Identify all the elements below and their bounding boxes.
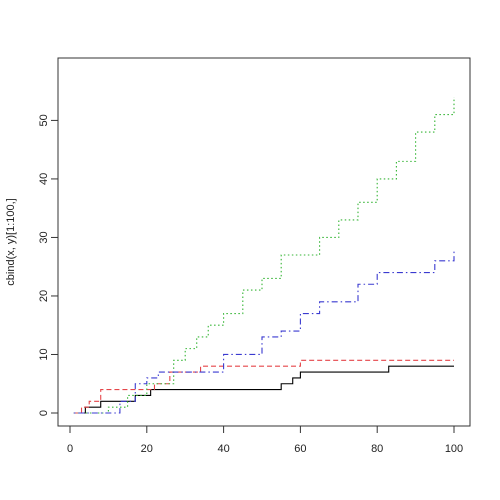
series-line-3 xyxy=(73,97,455,414)
y-axis-label: cbind(x, y)[1:100,] xyxy=(5,198,17,285)
series-line-4 xyxy=(73,249,455,414)
plot-box xyxy=(57,57,471,427)
series-line-1 xyxy=(73,365,454,414)
x-tick-label: 100 xyxy=(445,443,463,455)
y-tick-label: 0 xyxy=(38,410,50,416)
y-tick-label: 10 xyxy=(38,348,50,360)
x-tick-label: 60 xyxy=(294,443,306,455)
series-layer xyxy=(73,97,455,414)
x-axis: 0 20 40 60 80 100 xyxy=(67,425,463,455)
x-tick-label: 40 xyxy=(217,443,229,455)
series-line-2 xyxy=(73,359,454,414)
y-tick-label: 40 xyxy=(38,173,50,185)
x-tick-label: 0 xyxy=(67,443,73,455)
y-tick-label: 20 xyxy=(38,290,50,302)
x-tick-label: 80 xyxy=(371,443,383,455)
y-axis: 0 10 20 30 40 50 xyxy=(38,114,59,416)
x-tick-label: 20 xyxy=(141,443,153,455)
y-tick-label: 50 xyxy=(38,114,50,126)
y-tick-label: 30 xyxy=(38,231,50,243)
